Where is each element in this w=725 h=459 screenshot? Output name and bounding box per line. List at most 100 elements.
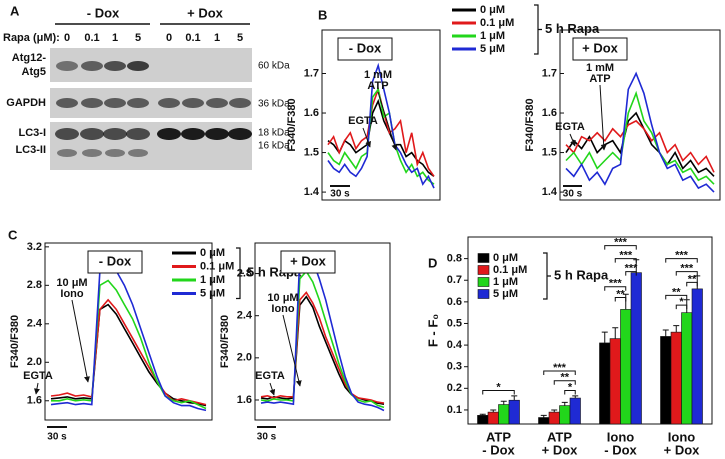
legend-label: 1 μM — [480, 30, 505, 42]
band — [104, 61, 126, 71]
significance-bracket — [614, 297, 627, 302]
lane-label: 0.1 — [84, 32, 99, 44]
scale-label: 30 s — [47, 432, 67, 443]
legend-title: 5 h Rapa — [554, 267, 609, 282]
legend-label: 5 μM — [200, 287, 225, 299]
error-bar — [612, 327, 619, 339]
bar — [548, 411, 560, 425]
y-tick-label: 0.7 — [447, 274, 462, 286]
agent-label: ATP — [367, 80, 388, 92]
error-bar — [662, 329, 669, 337]
lane-label: 0.1 — [185, 32, 200, 44]
band — [205, 128, 229, 140]
significance-bracket — [686, 281, 698, 287]
bar — [691, 288, 703, 425]
scale-label: 30 s — [563, 189, 583, 200]
y-axis-label: F340/F380 — [524, 98, 536, 151]
legend-label: 5 μM — [493, 288, 518, 300]
bar — [599, 342, 611, 425]
row-label: Atg12- — [12, 52, 47, 64]
y-tick-label: 1.6 — [27, 395, 42, 407]
panel-label: B — [318, 7, 327, 22]
condition-label: + Dox — [290, 253, 327, 268]
x-tick-label: - Dox — [604, 442, 637, 457]
y-tick-label: 2.8 — [27, 279, 42, 291]
condition-label: + Dox — [582, 40, 619, 55]
trace — [565, 119, 715, 173]
error-bar — [673, 325, 680, 333]
y-tick-label: 0.6 — [447, 296, 462, 308]
lane-label: 5 — [135, 32, 141, 44]
condition-box — [337, 37, 393, 61]
bar — [569, 397, 581, 425]
band — [157, 128, 181, 140]
row-label: LC3-I — [19, 127, 47, 139]
band — [182, 98, 204, 108]
band — [206, 98, 228, 108]
error-bar — [561, 401, 568, 406]
y-axis-label: F340/F380 — [286, 98, 298, 151]
legend-label: 0.1 μM — [493, 264, 527, 276]
band — [105, 149, 125, 157]
significance-label: ** — [688, 273, 697, 285]
x-tick-label: Iono — [607, 429, 634, 444]
significance-label: * — [568, 381, 573, 393]
arrow — [362, 127, 371, 148]
condition-box — [280, 250, 336, 274]
significance-bracket — [604, 245, 637, 250]
lane-label: 0 — [64, 32, 70, 44]
legend-label: 0 μM — [200, 247, 225, 259]
agent-label: Iono — [60, 288, 83, 300]
y-axis-label: F340/F380 — [9, 315, 21, 368]
error-bar — [551, 409, 558, 413]
y-tick-label: 1.7 — [542, 67, 557, 79]
legend-label: 0.1 μM — [480, 17, 514, 29]
legend-title: 5 h Rapa — [545, 21, 600, 36]
size-marker: 60 kDa — [258, 61, 290, 72]
band — [127, 61, 149, 71]
band — [56, 98, 78, 108]
y-tick-label: 1.6 — [542, 107, 557, 119]
egta-label: EGTA — [23, 370, 53, 382]
bar — [681, 312, 693, 425]
agent-label: 10 μM — [267, 292, 298, 304]
significance-label: *** — [680, 262, 694, 274]
y-tick-label: 1.6 — [304, 107, 319, 119]
significance-bracket — [665, 258, 698, 263]
arrow — [377, 91, 398, 151]
blot-strip — [50, 48, 252, 82]
plot-frame — [559, 29, 721, 201]
bar — [477, 415, 489, 425]
egta-label: EGTA — [348, 115, 378, 127]
panel-label: A — [10, 3, 20, 18]
error-bar — [572, 395, 579, 399]
y-tick-label: 2.4 — [237, 310, 253, 322]
trace — [50, 303, 207, 407]
legend-label: 0.1 μM — [200, 260, 234, 272]
bar — [660, 336, 672, 425]
size-marker: 36 kDa — [258, 99, 290, 110]
arrow — [71, 299, 90, 383]
plot-frame — [44, 242, 213, 421]
significance-bracket — [543, 370, 576, 376]
band — [81, 61, 103, 71]
y-tick-label: 1.4 — [542, 186, 558, 198]
y-tick-label: 0.2 — [447, 382, 462, 394]
band — [55, 128, 79, 140]
band — [80, 128, 104, 140]
significance-bracket — [604, 286, 627, 291]
band — [128, 149, 148, 157]
group-label: + Dox — [187, 5, 224, 20]
significance-label: * — [496, 381, 501, 393]
size-marker: 18 kDa — [258, 128, 290, 139]
trace — [327, 62, 435, 189]
plot-frame — [467, 236, 713, 425]
bar — [508, 399, 520, 425]
significance-label: ** — [560, 372, 569, 384]
trace — [260, 251, 385, 412]
plot-frame — [321, 29, 441, 201]
significance-label: *** — [614, 237, 628, 249]
group-label: - Dox — [87, 5, 120, 20]
band — [229, 98, 251, 108]
trace — [260, 295, 385, 405]
